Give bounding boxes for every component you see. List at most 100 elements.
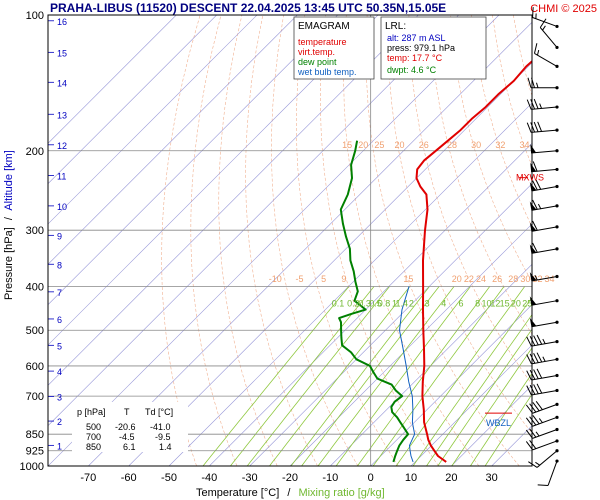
legend: EMAGRAM temperature virt.temp. dew point… xyxy=(293,16,375,80)
lrl-heading: LRL: xyxy=(385,21,406,32)
mixing-ratio-label: 0.8 xyxy=(378,299,391,309)
isotherm xyxy=(48,15,217,185)
altitude-tick-label: 14 xyxy=(57,78,67,88)
wind-barb-flag xyxy=(535,400,543,410)
wind-barb-dot xyxy=(555,225,559,229)
wind-barb-halfflag xyxy=(538,418,543,423)
altitude-tick-label: 6 xyxy=(57,315,62,325)
wind-barb-dot xyxy=(555,357,559,361)
wind-barb xyxy=(530,144,559,154)
wind-barb-staff xyxy=(531,205,558,211)
altitude-tick-label: 12 xyxy=(57,141,67,151)
wind-barb-staff xyxy=(539,27,558,48)
adiabat-label: 34 xyxy=(520,140,530,150)
isotherm xyxy=(168,102,532,466)
wind-barb-flag xyxy=(527,77,532,88)
wind-barb-halfflag xyxy=(535,461,541,466)
wind-barb xyxy=(529,220,559,232)
legend-box xyxy=(293,16,375,80)
wind-barb-dot xyxy=(555,204,559,208)
wind-barb-flag xyxy=(532,242,538,253)
x-axis-title: Temperature [°C] / Mixing ratio [g/kg] xyxy=(196,487,385,499)
pressure-tick-label: 1000 xyxy=(20,461,44,473)
wind-barb-flag xyxy=(536,334,543,345)
wind-barb-dot xyxy=(555,128,559,132)
mixing-ratio-label: 0.1 xyxy=(332,299,345,309)
wind-barb-halfflag xyxy=(542,356,546,362)
legend-item-virt-temp: virt.temp. xyxy=(298,47,335,57)
isotherm xyxy=(48,15,500,466)
wind-barb xyxy=(537,459,559,486)
wind-barb xyxy=(529,272,559,282)
wind-barb-flag xyxy=(537,121,543,132)
wind-barb-flag xyxy=(529,416,537,426)
plot-grid xyxy=(48,15,532,466)
wind-barb-flag xyxy=(533,335,539,346)
table-row-p: 700 xyxy=(86,432,101,442)
pressure-tick-label: 100 xyxy=(26,10,44,22)
wind-barb-halfflag xyxy=(539,103,543,109)
wind-barb-staff xyxy=(532,17,558,27)
wind-barb-dot xyxy=(555,45,559,50)
wind-barb-dot xyxy=(555,274,559,279)
wind-barb-flag xyxy=(537,484,549,486)
mixing-ratio-label: 0.2 xyxy=(347,299,360,309)
table-row-td: 1.4 xyxy=(159,442,172,452)
wind-barb-flag xyxy=(530,99,536,110)
wind-barb-staff xyxy=(531,226,558,232)
lrl-pressure: press: 979.1 hPa xyxy=(387,43,455,53)
altitude-tick-label: 3 xyxy=(57,392,62,402)
adiabat-label: 30 xyxy=(471,140,481,150)
wind-barb-dot xyxy=(555,449,559,453)
wind-barb xyxy=(533,43,559,68)
series-line-temperature xyxy=(415,60,532,463)
wind-barb xyxy=(529,242,559,254)
wind-barb-flag xyxy=(525,441,533,451)
wind-barb-flag xyxy=(533,98,539,109)
isotherm xyxy=(451,384,532,466)
legend-item-dew-point: dew point xyxy=(298,57,337,67)
wind-barb-halfflag xyxy=(537,203,542,209)
wind-barb xyxy=(529,296,559,306)
isotherm xyxy=(209,142,532,466)
table-header-p: p [hPa] xyxy=(77,407,106,417)
wind-barb-flag xyxy=(529,439,537,449)
chart-title: PRAHA-LIBUS (11520) DESCENT 22.04.2025 1… xyxy=(50,1,446,15)
wind-barb-staff xyxy=(531,389,558,396)
altitude-tick-label: 5 xyxy=(57,341,62,351)
adiabat-label: 20 xyxy=(358,140,368,150)
legend-item-wet-bulb: wet bulb temp. xyxy=(297,67,357,77)
isotherm xyxy=(48,15,459,427)
wind-barb-staff xyxy=(532,440,558,451)
isotherm xyxy=(410,344,532,466)
adiabat-label: 30 xyxy=(520,274,530,284)
series-line-dew-point xyxy=(338,140,410,463)
pressure-tick-label: 300 xyxy=(26,225,44,237)
wind-barb-dot xyxy=(555,184,559,189)
wind-barb-flag xyxy=(533,369,539,380)
wind-barb xyxy=(526,383,559,396)
altitude-tick-label: 9 xyxy=(57,231,62,241)
wind-barb xyxy=(532,7,559,29)
lrl-dewpoint: dwpt: 4.6 °C xyxy=(387,65,437,75)
wind-barb-flag xyxy=(533,43,538,54)
mixing-ratio-label: 0.3 xyxy=(358,299,371,309)
wind-barb-dot xyxy=(555,105,559,109)
wind-barb-staff xyxy=(532,403,558,414)
altitude-tick-label: 16 xyxy=(57,17,67,27)
wind-barb-flag xyxy=(533,353,539,363)
mixing-ratio-label: 2 xyxy=(409,299,414,309)
x-axis-title-sep: / xyxy=(287,487,291,499)
table-row-t: -4.5 xyxy=(119,432,135,442)
wind-barb-flag xyxy=(528,461,538,468)
series-line-wet-bulb-temp- xyxy=(399,286,416,463)
x-axis-title-mixing: Mixing ratio [g/kg] xyxy=(298,487,384,499)
y-axis-title-sep: / xyxy=(3,216,15,220)
dry-adiabat xyxy=(161,15,201,466)
mixing-ratio-label: 1 xyxy=(392,299,397,309)
wind-barb-staff xyxy=(531,375,558,381)
x-tick-label: 0 xyxy=(368,472,374,484)
wind-barb-flag xyxy=(525,429,533,439)
isotherm xyxy=(249,183,532,466)
wind-barb-dot xyxy=(555,402,559,406)
